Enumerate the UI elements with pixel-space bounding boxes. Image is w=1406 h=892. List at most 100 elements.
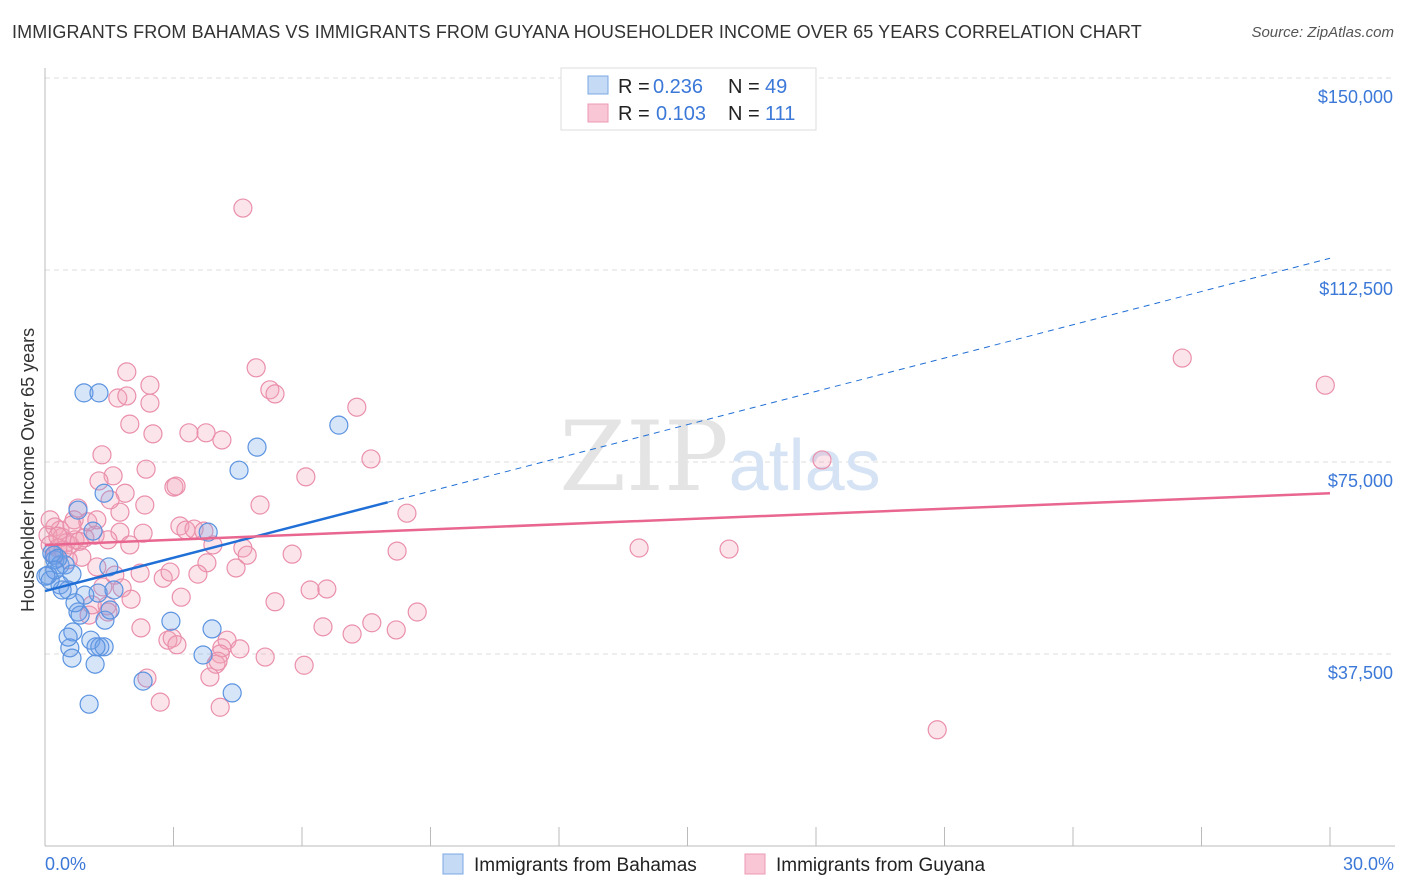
- point-guyana: [210, 644, 230, 664]
- point-guyana: [387, 541, 407, 561]
- point-bahamas: [89, 383, 109, 403]
- point-guyana: [265, 384, 285, 404]
- point-guyana: [117, 362, 137, 382]
- point-guyana: [265, 592, 285, 612]
- legend-n-value: 111: [765, 103, 795, 125]
- point-guyana: [812, 450, 832, 470]
- legend-r-value: 0.103: [656, 103, 706, 125]
- point-guyana: [140, 375, 160, 395]
- point-guyana: [386, 620, 406, 640]
- point-bahamas: [247, 437, 267, 457]
- point-guyana: [347, 397, 367, 417]
- point-bahamas: [94, 483, 114, 503]
- x-tick-label-min: 0.0%: [45, 854, 86, 874]
- y-axis-label: Householder Income Over 65 years: [18, 328, 38, 612]
- legend-label-guyana: Immigrants from Guyana: [776, 855, 985, 876]
- point-bahamas: [193, 645, 213, 665]
- point-bahamas: [75, 585, 95, 605]
- y-tick-label: $75,000: [1328, 471, 1393, 491]
- point-guyana: [143, 424, 163, 444]
- point-bahamas: [58, 627, 78, 647]
- point-guyana: [212, 430, 232, 450]
- point-bahamas: [133, 671, 153, 691]
- legend-r-value: 0.236: [653, 76, 703, 98]
- point-guyana: [196, 423, 216, 443]
- point-guyana: [629, 538, 649, 558]
- point-guyana: [407, 602, 427, 622]
- trend-line: [44, 491, 1331, 547]
- point-guyana: [719, 539, 739, 559]
- point-guyana: [188, 564, 208, 584]
- x-tick-label-max: 30.0%: [1343, 854, 1394, 874]
- point-guyana: [1315, 375, 1335, 395]
- watermark: ZIPatlas: [559, 401, 880, 513]
- point-bahamas: [70, 605, 90, 625]
- legend-swatch-guyana: [587, 103, 609, 123]
- legend-bottom: Immigrants from Bahamas Immigrants from …: [442, 853, 985, 876]
- point-bahamas: [100, 600, 120, 620]
- point-bahamas: [68, 500, 88, 520]
- point-bahamas: [161, 611, 181, 631]
- point-guyana: [361, 449, 381, 469]
- point-guyana: [89, 471, 109, 491]
- legend-swatch-bahamas: [442, 853, 464, 875]
- point-guyana: [226, 558, 246, 578]
- point-guyana: [237, 545, 257, 565]
- point-bahamas: [99, 557, 119, 577]
- point-guyana: [230, 639, 250, 659]
- point-bahamas: [229, 460, 249, 480]
- point-bahamas: [198, 522, 218, 542]
- point-guyana: [210, 697, 230, 717]
- point-guyana: [120, 414, 140, 434]
- point-bahamas: [222, 683, 242, 703]
- point-bahamas: [104, 580, 124, 600]
- point-guyana: [294, 655, 314, 675]
- point-guyana: [98, 530, 118, 550]
- point-guyana: [62, 515, 82, 535]
- legend-n-value: 49: [765, 76, 787, 98]
- point-bahamas: [85, 654, 105, 674]
- point-guyana: [342, 624, 362, 644]
- legend-n-label: N =: [728, 103, 760, 125]
- point-guyana: [160, 562, 180, 582]
- point-guyana: [117, 386, 137, 406]
- point-bahamas: [86, 637, 106, 657]
- y-tick-label: $112,500: [1319, 279, 1393, 299]
- point-guyana: [313, 617, 333, 637]
- legend-label-bahamas: Immigrants from Bahamas: [474, 855, 697, 876]
- legend-r-label: R =: [618, 103, 650, 125]
- point-bahamas: [36, 566, 56, 586]
- legend-top: R = 0.236 N = 49 R = 0.103 N = 111: [560, 67, 817, 131]
- point-bahamas: [94, 637, 114, 657]
- source-label: Source: ZipAtlas.com: [1251, 24, 1394, 41]
- point-guyana: [171, 587, 191, 607]
- point-guyana: [92, 445, 112, 465]
- point-guyana: [397, 503, 417, 523]
- point-guyana: [120, 535, 140, 555]
- point-guyana: [103, 466, 123, 486]
- trend-line: [44, 501, 388, 593]
- y-tick-label: $150,000: [1318, 87, 1393, 107]
- point-guyana: [282, 544, 302, 564]
- point-guyana: [255, 647, 275, 667]
- point-guyana: [179, 423, 199, 443]
- trend-line-extrapolated: [387, 257, 1331, 503]
- point-bahamas: [202, 619, 222, 639]
- point-bahamas: [329, 415, 349, 435]
- point-guyana: [200, 667, 220, 687]
- legend-r-label: R =: [618, 76, 650, 98]
- point-guyana: [150, 692, 170, 712]
- point-bahamas: [48, 548, 68, 568]
- point-guyana: [317, 579, 337, 599]
- point-guyana: [131, 618, 151, 638]
- point-guyana: [48, 526, 68, 546]
- point-bahamas: [62, 648, 82, 668]
- point-guyana: [40, 510, 60, 530]
- legend-swatch-guyana: [744, 853, 766, 875]
- point-guyana: [362, 613, 382, 633]
- point-guyana: [300, 580, 320, 600]
- chart-title: IMMIGRANTS FROM BAHAMAS VS IMMIGRANTS FR…: [12, 22, 1142, 42]
- point-bahamas: [95, 610, 115, 630]
